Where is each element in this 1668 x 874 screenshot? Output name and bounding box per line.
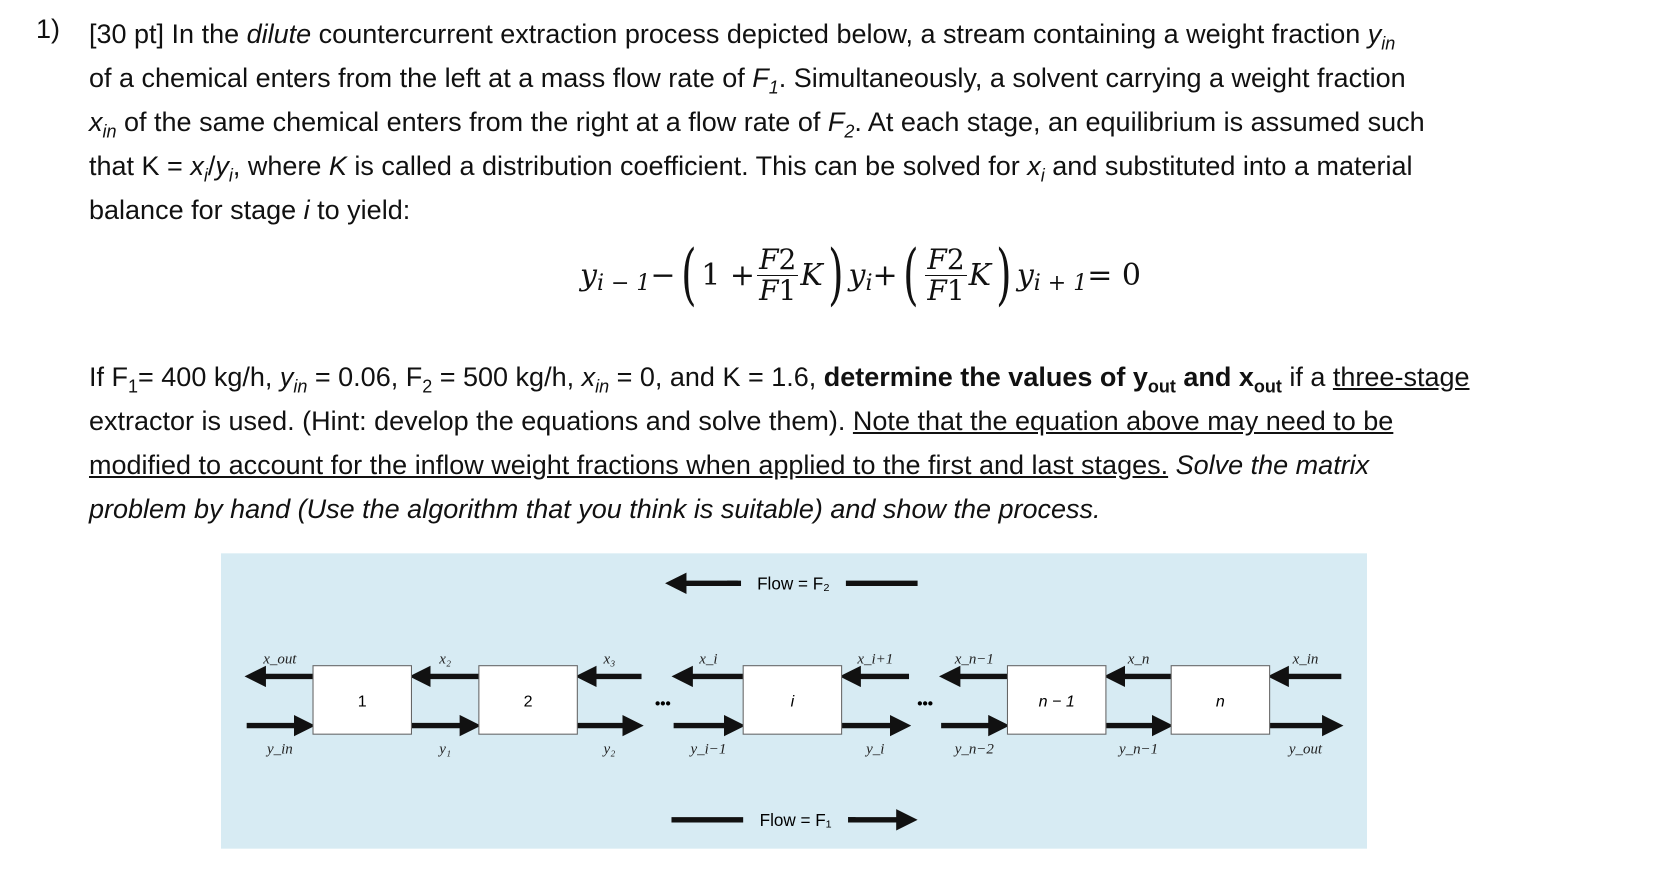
y-stream-label: y_i <box>864 741 884 757</box>
x-stream-label: x₃ <box>602 652 615 668</box>
stage-label: i <box>791 692 795 710</box>
ellipsis-1: ••• <box>655 695 671 712</box>
flow-f1-label: Flow = F₁ <box>760 811 832 830</box>
y-stream-label: y_i−1 <box>688 741 726 757</box>
x-stream-label: x_n−1 <box>954 652 994 668</box>
y-stream-label: y_out <box>1287 741 1323 757</box>
intro-line-5: balance for stage i to yield: <box>89 195 411 225</box>
y-stream-label: y_in <box>265 741 293 757</box>
intro-line-3: xin of the same chemical enters from the… <box>89 107 1425 142</box>
given-line-4: problem by hand (Use the algorithm that … <box>89 494 1101 524</box>
x-stream-label: x_out <box>262 652 297 668</box>
stream-labels: x_out y_in x₂ y₁ x₃ y₂ x_i y_i−1 x_i+1 y_i x_n−1 y_… <box>262 652 1323 758</box>
stage-label: n <box>1216 692 1225 710</box>
given-line-2: extractor is used. (Hint: develop the eq… <box>89 406 1394 436</box>
given-line-1: If F1= 400 kg/h, yin = 0.06, F2 = 500 kg… <box>89 362 1470 397</box>
stage-box <box>312 665 412 735</box>
y-stream-label: y₂ <box>601 741 615 757</box>
stream-arrows <box>244 665 1344 737</box>
countercurrent-extraction-diagram: 1 2 i n − 1 n x_out y_in x₂ y₁ x₃ y₂ x_i y_i−1 x_i+1… <box>221 553 1367 849</box>
stage-boxes: 1 2 i n − 1 n <box>312 665 1271 735</box>
x-stream-label: x_i+1 <box>856 652 893 668</box>
intro-line-1: [30 pt] In the dilute countercurrent ext… <box>89 19 1396 54</box>
stage-box <box>1170 665 1271 735</box>
x-stream-label: x_in <box>1292 652 1319 668</box>
stage-label: 1 <box>358 692 367 710</box>
y-stream-label: y_n−2 <box>953 741 995 757</box>
fraction-f2-f1: F2 F1 <box>757 242 799 307</box>
y-stream-label: y₁ <box>437 741 451 757</box>
intro-line-2: of a chemical enters from the left at a … <box>89 63 1406 98</box>
intro-line-4: that K = xi/yi, where K is called a dist… <box>89 151 1413 186</box>
y-stream-label: y_n−1 <box>1117 741 1158 757</box>
problem-number: 1) <box>36 14 61 44</box>
stage-box <box>742 665 843 735</box>
x-stream-label: x₂ <box>438 652 451 668</box>
stage-label: n − 1 <box>1039 692 1075 710</box>
ellipsis-2: ••• <box>917 695 933 712</box>
stage-label: 2 <box>524 692 533 710</box>
x-stream-label: x_n <box>1127 652 1150 668</box>
x-stream-label: x_i <box>698 652 717 668</box>
given-line-3: modified to account for the inflow weigh… <box>89 450 1370 480</box>
stage-box <box>1006 665 1107 735</box>
fraction-f2-f1-2: F2 F1 <box>925 242 967 307</box>
stage-box <box>478 665 578 735</box>
flow-f2-label: Flow = F₂ <box>757 575 830 594</box>
